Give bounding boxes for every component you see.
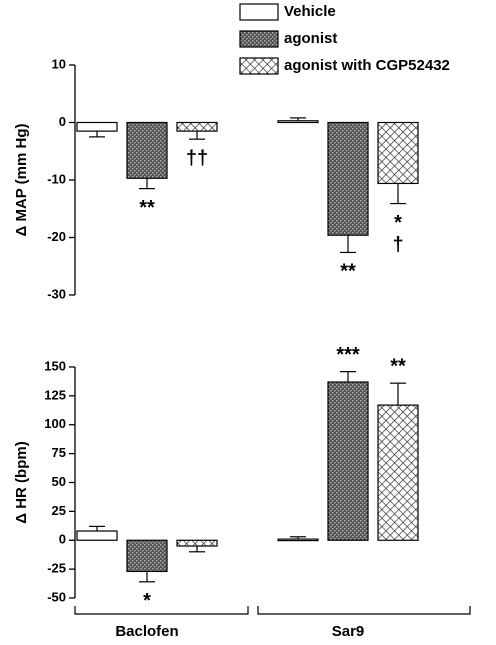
- bar: [327, 381, 369, 541]
- y-tick-label: 75: [52, 445, 66, 460]
- bar: [377, 404, 419, 541]
- y-tick-label: 100: [44, 416, 66, 431]
- y-tick-label: 25: [52, 503, 66, 518]
- bar: [277, 120, 319, 124]
- bar: [76, 121, 118, 132]
- x-tick-label: Baclofen: [115, 623, 178, 640]
- y-tick-label: 0: [59, 114, 66, 129]
- significance-mark: ***: [336, 344, 360, 366]
- significance-mark: **: [340, 261, 356, 283]
- bar: [76, 530, 118, 541]
- bar: [176, 121, 218, 132]
- bar: [327, 121, 369, 236]
- significance-mark: **: [139, 197, 155, 219]
- bar: [126, 121, 168, 179]
- legend-label: agonist with CGP52432: [284, 57, 450, 74]
- legend-label: agonist: [284, 30, 337, 47]
- y-axis-label: Δ HR (bpm): [13, 441, 30, 523]
- y-tick-label: -10: [47, 171, 66, 186]
- significance-mark: *: [143, 590, 151, 612]
- bar: [377, 121, 419, 185]
- y-tick-label: -25: [47, 561, 66, 576]
- significance-mark: ††: [186, 147, 208, 169]
- group-bracket: [74, 606, 249, 615]
- legend-swatch: [239, 30, 279, 48]
- legend-swatch: [239, 57, 279, 75]
- significance-mark: †: [392, 234, 403, 256]
- legend-label: Vehicle: [284, 3, 336, 20]
- y-tick-label: -20: [47, 229, 66, 244]
- y-tick-label: 10: [52, 56, 66, 71]
- bar: [277, 538, 319, 542]
- y-tick-label: -50: [47, 589, 66, 604]
- bar: [126, 539, 168, 573]
- y-tick-label: 0: [59, 532, 66, 547]
- bar: [176, 539, 218, 547]
- significance-mark: *: [394, 212, 402, 234]
- legend-swatch: [239, 3, 279, 21]
- group-bracket: [257, 606, 471, 615]
- y-tick-label: -30: [47, 286, 66, 301]
- significance-mark: **: [390, 355, 406, 377]
- y-tick-label: 125: [44, 387, 66, 402]
- y-axis-label: Δ MAP (mm Hg): [13, 123, 30, 236]
- y-tick-label: 50: [52, 474, 66, 489]
- y-tick-label: 150: [44, 358, 66, 373]
- x-tick-label: Sar9: [332, 623, 365, 640]
